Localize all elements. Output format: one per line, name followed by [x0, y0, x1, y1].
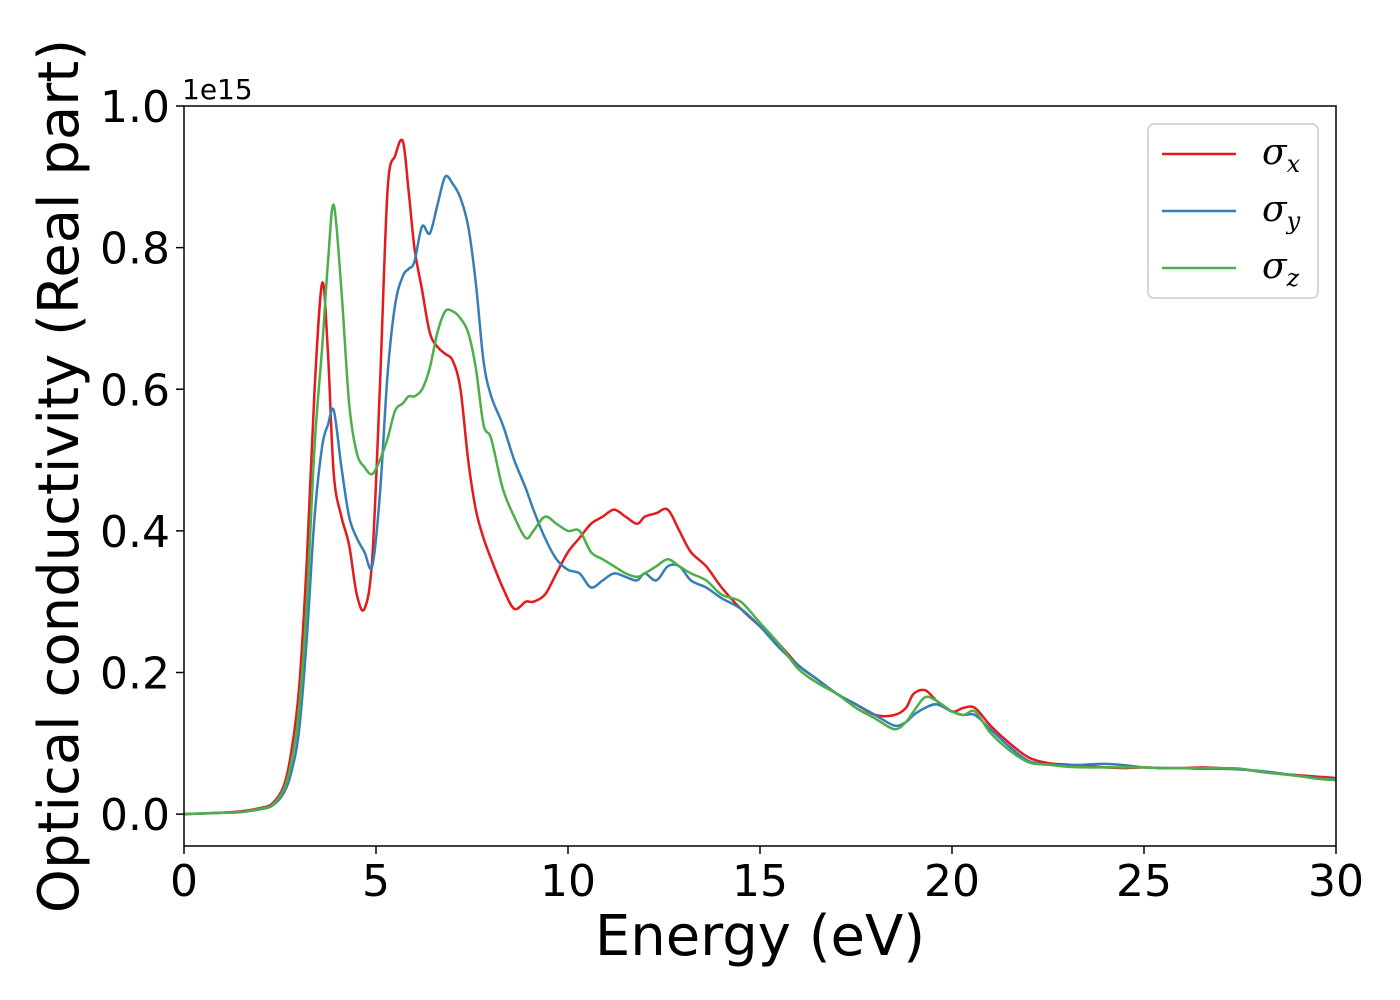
y-offset-label: 1e15 [182, 73, 253, 106]
x-tick-label: 30 [1308, 856, 1364, 907]
series-line-x [184, 138, 1336, 816]
y-tick-label: 1.0 [100, 82, 170, 133]
plot-area [183, 105, 1337, 847]
legend-symbol: σ [1262, 189, 1288, 230]
y-axis-label: Optical conductivity (Real part) [27, 39, 92, 913]
x-tick-label: 5 [362, 856, 390, 907]
legend-symbol: σ [1262, 246, 1288, 287]
legend-subscript: z [1286, 264, 1300, 292]
legend-label-z: σz [1262, 246, 1300, 292]
legend-symbol: σ [1262, 132, 1288, 173]
x-tick-label: 20 [924, 856, 980, 907]
x-tick-label: 0 [170, 856, 198, 907]
x-axis-label: Energy (eV) [595, 904, 925, 969]
legend-subscript: y [1286, 207, 1301, 235]
y-tick-label: 0.0 [100, 790, 170, 841]
y-tick-label: 0.2 [100, 649, 170, 700]
y-tick-label: 0.8 [100, 224, 170, 275]
x-tick-label: 15 [732, 856, 788, 907]
x-tick-label: 10 [540, 856, 596, 907]
x-axis: 0 5 10 15 20 25 30 [170, 846, 1364, 907]
x-tick-label: 25 [1116, 856, 1172, 907]
series-line-z [184, 203, 1336, 816]
legend-label-x: σx [1262, 132, 1301, 178]
y-tick-label: 0.6 [100, 365, 170, 416]
y-axis: 0.0 0.2 0.4 0.6 0.8 1.0 [100, 82, 184, 841]
legend-label-y: σy [1262, 189, 1301, 235]
legend-subscript: x [1287, 150, 1301, 178]
series-lines [184, 138, 1336, 816]
y-tick-label: 0.4 [100, 507, 170, 558]
